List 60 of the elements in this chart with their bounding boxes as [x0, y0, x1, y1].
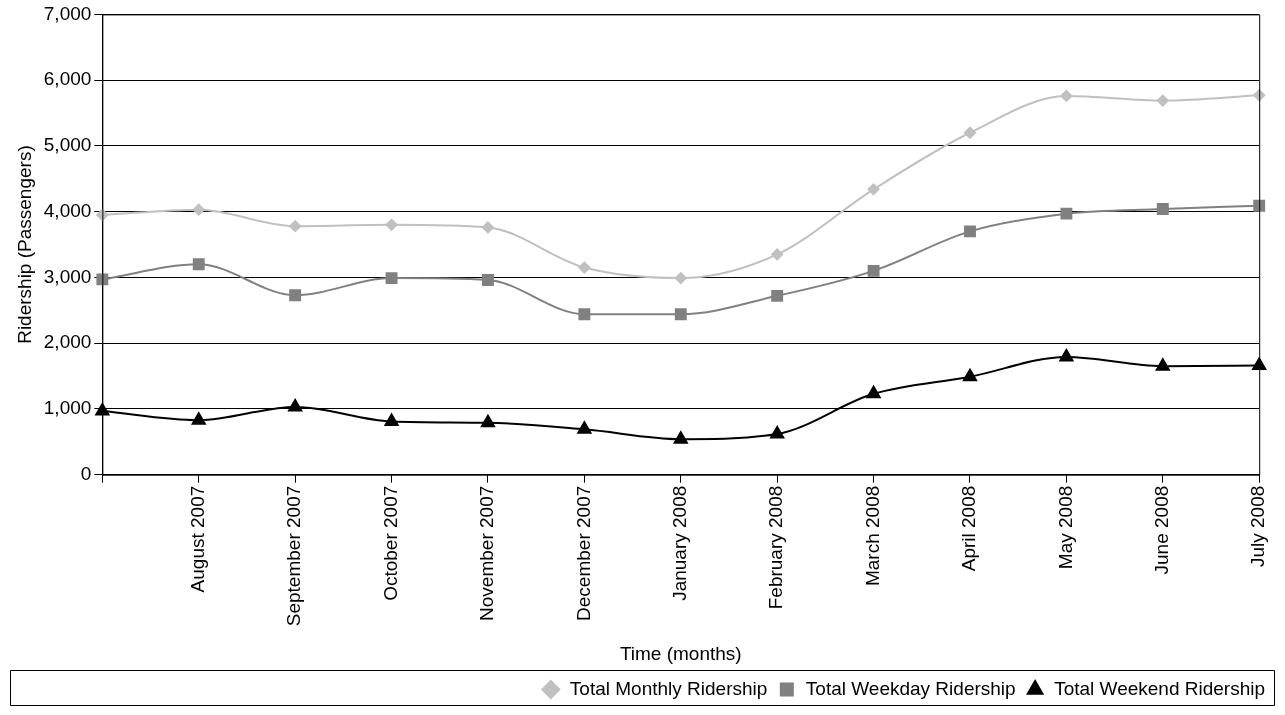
- point: [289, 289, 302, 302]
- x-tick-label: February 2008: [765, 485, 787, 610]
- point: [578, 308, 591, 321]
- x-tick-label: June 2008: [1151, 485, 1173, 575]
- point: [1156, 94, 1169, 107]
- point: [192, 203, 205, 216]
- point: [482, 274, 494, 287]
- point: [771, 289, 784, 302]
- point: [385, 218, 398, 231]
- point: [578, 261, 591, 274]
- point: [577, 421, 592, 434]
- point: [867, 264, 880, 277]
- point: [866, 385, 881, 399]
- y-tick-label: 6,000: [43, 68, 92, 90]
- x-tick-label: December 2007: [572, 485, 594, 621]
- x-tick-label: March 2008: [861, 485, 883, 587]
- point: [963, 126, 976, 139]
- point: [674, 272, 687, 285]
- y-tick-label: 2,000: [43, 331, 92, 353]
- point: [385, 272, 398, 285]
- x-tick-label: May 2008: [1054, 485, 1076, 570]
- x-tick-label: September 2007: [283, 485, 305, 627]
- point: [1253, 199, 1266, 212]
- legend-label: Total Monthly Ridership: [569, 677, 768, 699]
- y-axis-title: Ridership (Passengers): [13, 145, 35, 344]
- point: [673, 431, 688, 444]
- point: [481, 221, 494, 234]
- y-tick-label: 0: [80, 462, 92, 484]
- x-tick-label: January 2008: [669, 485, 691, 601]
- point: [384, 413, 399, 426]
- legend-label: Total Weekend Ridership: [1054, 677, 1265, 699]
- point: [771, 248, 784, 261]
- point: [480, 414, 496, 428]
- y-tick-label: 4,000: [43, 199, 92, 221]
- point: [962, 368, 978, 382]
- x-tick-label: October 2007: [379, 485, 401, 601]
- y-tick-label: 7,000: [43, 2, 92, 24]
- point: [770, 425, 785, 439]
- x-tick-label: April 2008: [958, 485, 980, 572]
- point: [674, 308, 687, 321]
- point: [1155, 358, 1170, 371]
- point: [1156, 203, 1169, 215]
- point: [288, 398, 303, 412]
- x-tick-label: July 2008: [1247, 485, 1269, 568]
- y-tick-label: 1,000: [43, 397, 92, 419]
- point: [1060, 89, 1073, 102]
- x-tick-label: November 2007: [476, 485, 498, 621]
- point: [289, 220, 302, 233]
- point: [192, 258, 205, 271]
- point: [964, 225, 976, 238]
- y-tick-label: 3,000: [43, 265, 92, 287]
- point: [191, 412, 206, 425]
- point: [1059, 349, 1074, 362]
- x-axis-title: Time (months): [619, 642, 742, 664]
- x-tick-label: August 2007: [186, 485, 208, 593]
- y-tick-label: 5,000: [43, 134, 92, 156]
- legend-label: Total Weekday Ridership: [805, 677, 1016, 699]
- point: [1252, 357, 1267, 371]
- point: [1060, 207, 1073, 220]
- point: [867, 183, 880, 196]
